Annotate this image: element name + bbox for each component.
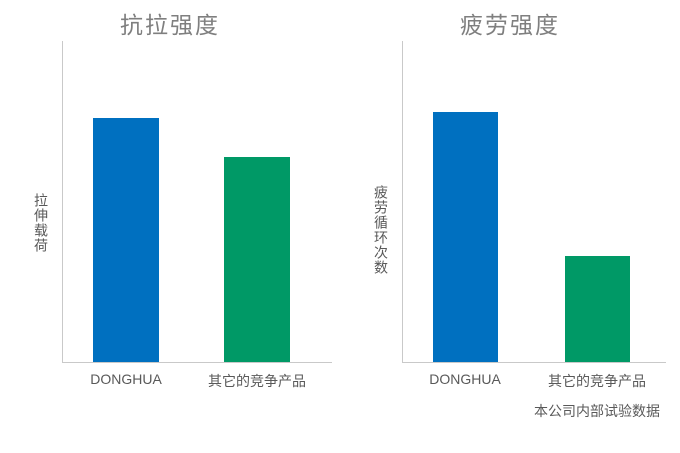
y-axis-label-fatigue: 疲劳循环次数 [373,185,389,275]
chart-tensile-strength: 抗拉强度 拉伸载荷 DONGHUA 其它的竞争产品 [33,12,332,389]
plot-area-fatigue: DONGHUA 其它的竞争产品 [402,41,666,389]
chart-title-fatigue: 疲劳强度 [460,12,560,38]
bar-competitor-fatigue [565,256,630,362]
chart-title-tensile: 抗拉强度 [120,12,220,38]
x-label-donghua-tensile: DONGHUA [90,371,162,387]
x-label-competitor-tensile: 其它的竞争产品 [208,373,306,389]
footnote: 本公司内部试验数据 [534,403,660,419]
y-axis-label-tensile: 拉伸载荷 [33,193,49,253]
bar-donghua-tensile [93,118,159,362]
chart-fatigue-strength: 疲劳强度 疲劳循环次数 DONGHUA 其它的竞争产品 [340,0,680,453]
x-label-donghua-fatigue: DONGHUA [429,371,501,387]
bar-competitor-tensile [224,156,290,362]
bar-donghua-fatigue [433,111,498,362]
x-label-competitor-fatigue: 其它的竞争产品 [548,373,646,389]
plot-area-tensile: DONGHUA 其它的竞争产品 [62,41,332,389]
